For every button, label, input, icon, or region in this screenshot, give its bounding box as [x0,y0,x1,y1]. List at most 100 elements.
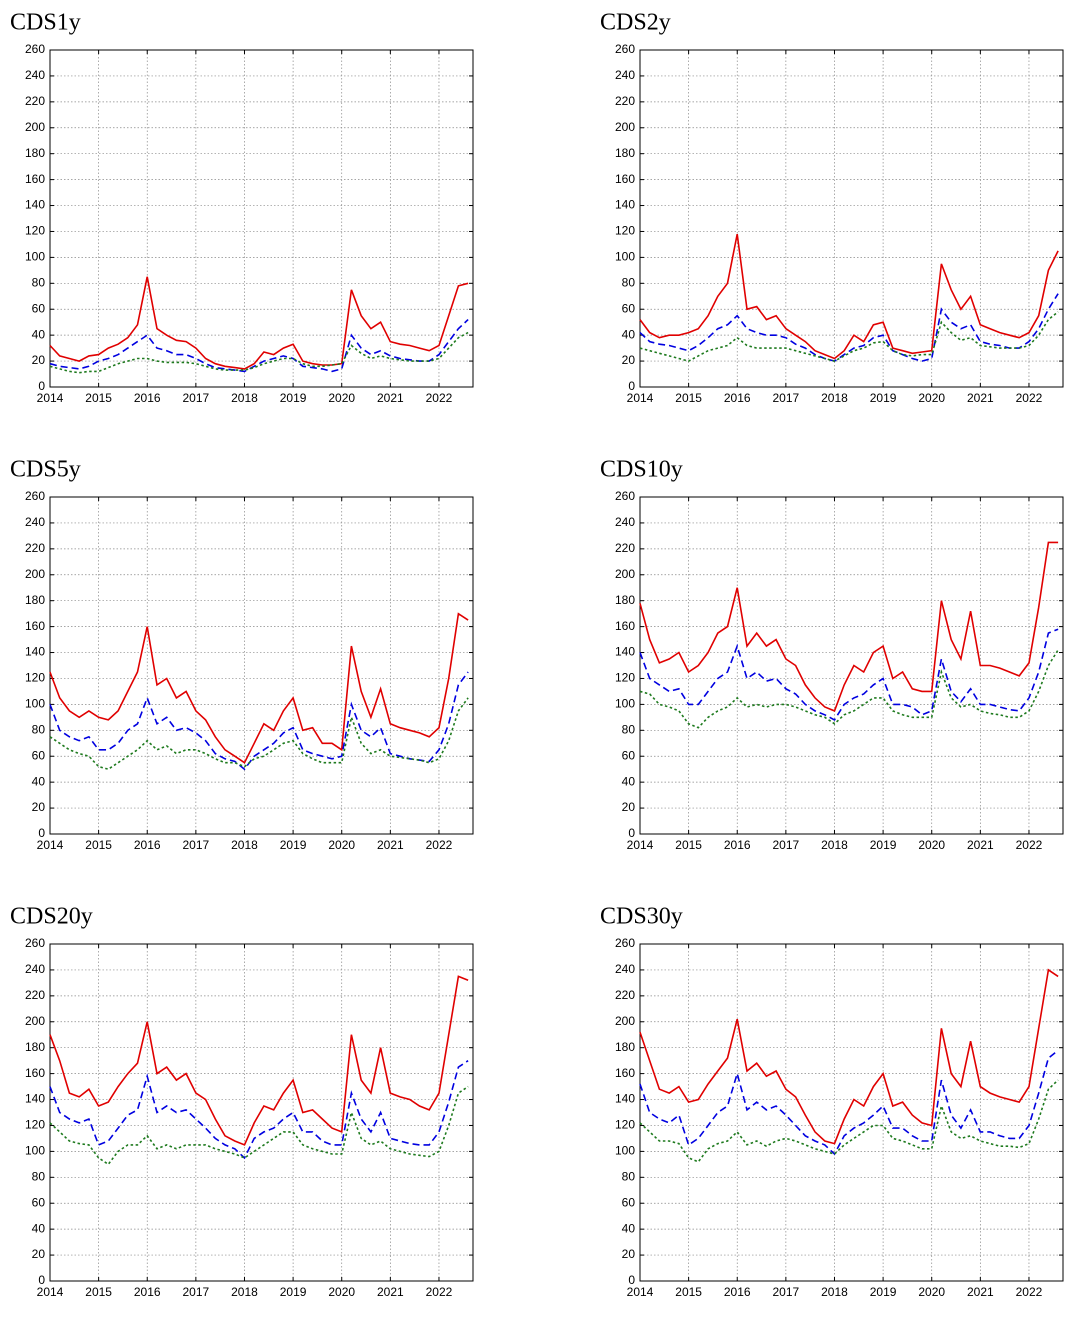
series-line [639,293,1059,362]
y-tick-label: 220 [615,541,635,555]
series-line [639,541,1059,712]
x-tick-label: 2020 [918,838,945,852]
x-tick-label: 2014 [627,838,654,852]
y-tick-label: 60 [32,301,46,315]
y-tick-label: 260 [615,42,635,56]
x-tick-label: 2015 [85,1285,112,1299]
plot-frame [639,943,1064,1282]
x-tick-label: 2022 [1016,391,1043,405]
x-tick-label: 2016 [134,1285,161,1299]
y-tick-label: 160 [25,172,45,186]
y-tick-label: 20 [32,800,46,814]
y-tick-label: 220 [25,988,45,1002]
series-line [639,1079,1059,1163]
y-tick-label: 260 [615,489,635,503]
x-tick-label: 2015 [675,838,702,852]
y-tick-label: 100 [615,1144,635,1158]
y-tick-label: 160 [615,1066,635,1080]
x-tick-label: 2017 [773,391,800,405]
y-tick-label: 240 [615,515,635,529]
x-tick-label: 2016 [724,1285,751,1299]
y-tick-label: 40 [32,774,46,788]
chart-title: CDS30y [600,904,683,930]
y-tick-label: 220 [615,94,635,108]
y-tick-label: 0 [628,826,635,840]
y-tick-label: 260 [25,936,45,950]
y-tick-label: 100 [25,697,45,711]
series-line [639,968,1059,1145]
y-tick-label: 40 [622,774,636,788]
series-line [639,311,1059,362]
x-tick-label: 2016 [134,838,161,852]
x-tick-label: 2022 [426,838,453,852]
x-tick-label: 2014 [627,391,654,405]
y-tick-label: 120 [615,1118,635,1132]
series-line [49,612,469,764]
y-tick-label: 260 [615,936,635,950]
y-tick-label: 60 [622,301,636,315]
series-line [639,649,1059,729]
y-tick-label: 100 [615,697,635,711]
y-tick-label: 200 [615,1014,635,1028]
y-tick-label: 80 [622,275,636,289]
x-tick-label: 2017 [183,1285,210,1299]
y-tick-label: 140 [615,1092,635,1106]
plot-frame [49,49,474,388]
y-tick-label: 160 [615,172,635,186]
y-tick-label: 20 [622,1247,636,1261]
x-tick-label: 2014 [627,1285,654,1299]
y-tick-label: 200 [615,567,635,581]
x-tick-label: 2019 [280,391,307,405]
x-tick-label: 2020 [918,391,945,405]
x-tick-label: 2018 [231,391,258,405]
y-tick-label: 60 [32,748,46,762]
y-tick-label: 40 [32,1221,46,1235]
y-tick-label: 240 [25,68,45,82]
x-tick-label: 2018 [821,838,848,852]
y-tick-label: 0 [38,826,45,840]
x-tick-label: 2017 [773,1285,800,1299]
chart-title: CDS1y [10,10,81,36]
y-tick-label: 80 [32,1169,46,1183]
x-tick-label: 2018 [231,838,258,852]
series-line [639,1049,1059,1156]
y-tick-label: 240 [25,962,45,976]
x-tick-label: 2014 [37,1285,64,1299]
y-tick-label: 120 [25,224,45,238]
y-tick-label: 140 [25,198,45,212]
y-tick-label: 120 [615,224,635,238]
y-tick-label: 0 [38,379,45,393]
x-tick-label: 2021 [377,1285,404,1299]
y-tick-label: 200 [615,120,635,134]
plot-frame [639,49,1064,388]
y-tick-label: 200 [25,120,45,134]
y-tick-label: 40 [622,1221,636,1235]
x-tick-label: 2019 [870,1285,897,1299]
chart-title: CDS10y [600,457,683,483]
y-tick-label: 240 [615,962,635,976]
y-tick-label: 180 [25,146,45,160]
series-line [49,319,469,373]
y-tick-label: 140 [25,1092,45,1106]
y-tick-label: 160 [615,619,635,633]
x-tick-label: 2020 [328,838,355,852]
y-tick-label: 240 [615,68,635,82]
series-line [639,233,1059,360]
chart-title: CDS5y [10,457,81,483]
plot-frame [49,943,474,1282]
x-tick-label: 2021 [377,838,404,852]
y-tick-label: 120 [25,671,45,685]
x-tick-label: 2018 [821,1285,848,1299]
y-tick-label: 140 [25,645,45,659]
x-tick-label: 2015 [85,838,112,852]
y-tick-label: 20 [32,1247,46,1261]
y-tick-label: 0 [628,379,635,393]
y-tick-label: 120 [615,671,635,685]
y-tick-label: 40 [622,327,636,341]
x-tick-label: 2022 [426,391,453,405]
y-tick-label: 100 [25,250,45,264]
x-tick-label: 2022 [426,1285,453,1299]
x-tick-label: 2020 [328,1285,355,1299]
y-tick-label: 20 [622,353,636,367]
